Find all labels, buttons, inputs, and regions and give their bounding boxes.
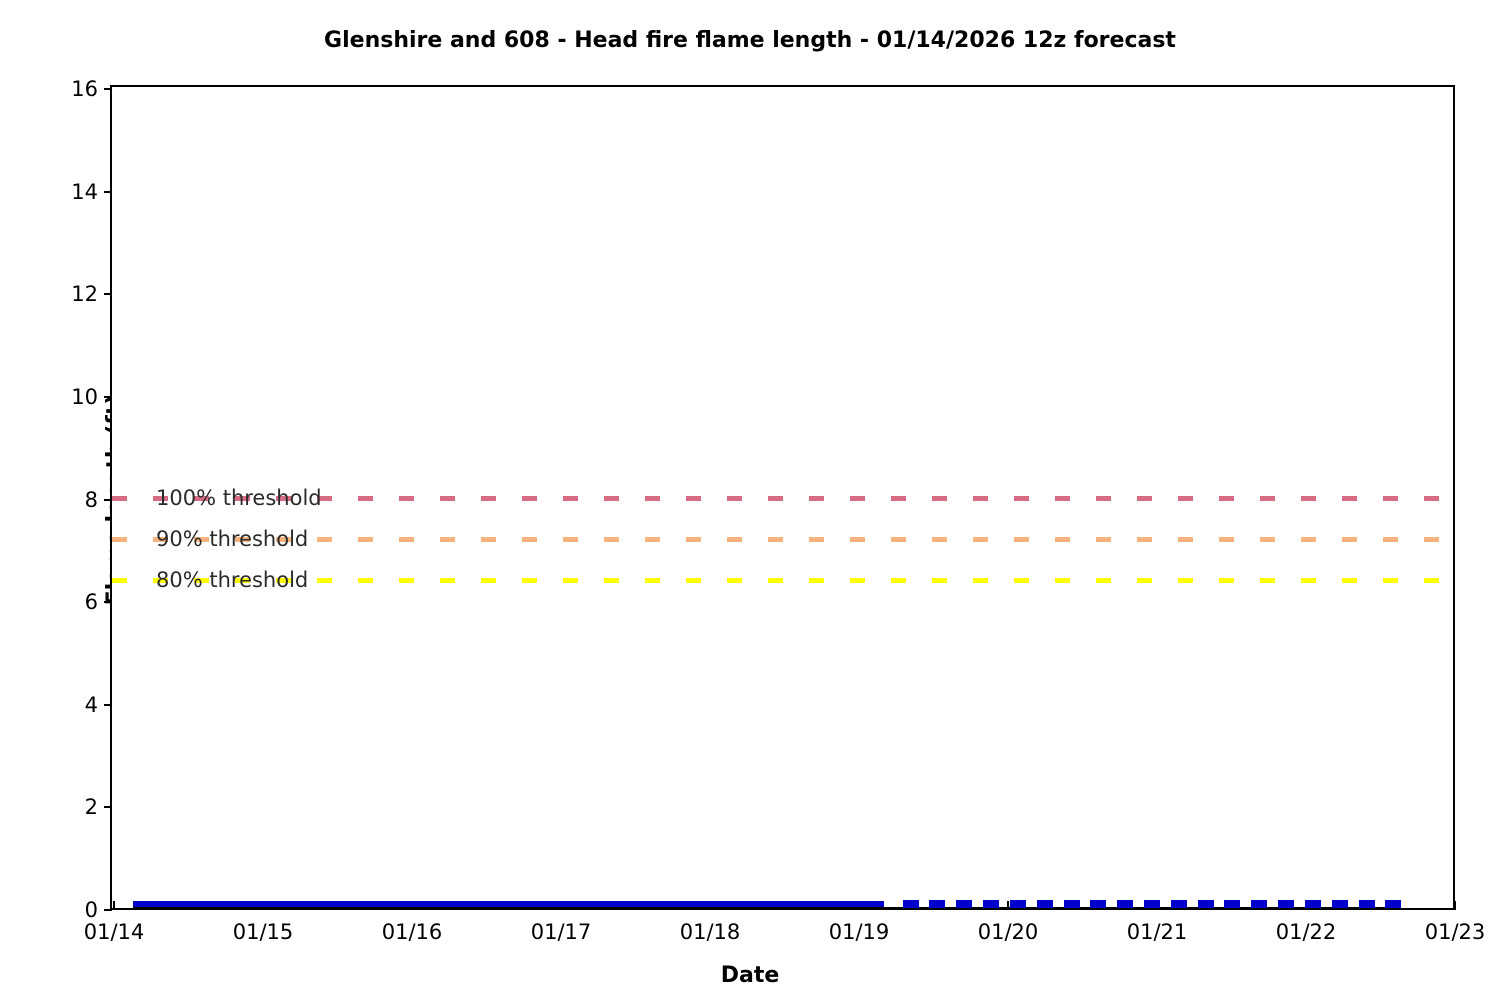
series-forecast-marker [1117,900,1134,908]
plot-area: 0 2 4 6 8 10 12 14 16 01/14 01/15 01/16 01/17 01/18 0… [71,77,1485,944]
x-tick-label: 01/23 [1424,920,1486,944]
threshold-line [112,495,1453,501]
threshold-line [112,577,1453,583]
x-tick-label: 01/15 [232,920,294,944]
x-tick-label: 01/22 [1275,920,1337,944]
x-tick-label: 01/17 [530,920,592,944]
y-tick-mark [104,703,112,706]
series-forecast-marker [1197,900,1214,908]
series-forecast-marker [1358,900,1375,908]
series-forecast-marker [1251,900,1268,908]
y-tick-label: 12 [71,282,98,307]
series-forecast-marker [1278,900,1295,908]
series-forecast-marker [929,900,946,908]
series-forecast-marker [1170,900,1187,908]
y-tick-label: 2 [84,795,98,820]
series-forecast-marker [902,900,919,908]
plot-inner-canvas [112,87,1453,908]
x-tick-label: 01/18 [679,920,741,944]
x-tick-mark [1007,901,1009,910]
y-tick-mark [104,395,112,398]
y-tick-label: 14 [71,179,98,204]
series-forecast-connector [132,907,1397,908]
y-tick-mark [104,88,112,90]
y-tick-mark [104,601,112,604]
x-tick-mark [1454,901,1456,910]
x-tick-label: 01/16 [381,920,443,944]
y-tick-mark [104,806,112,809]
x-tick-label: 01/14 [83,920,145,944]
series-forecast-marker [1009,900,1026,908]
chart-title: Glenshire and 608 - Head fire flame leng… [324,28,1176,53]
series-forecast-marker [983,900,1000,908]
x-tick-label: 01/21 [1126,920,1188,944]
y-tick-label: 16 [71,77,98,101]
series-forecast-marker [956,900,973,908]
y-tick-label: 4 [84,692,98,717]
y-tick-mark [104,190,112,193]
series-forecast-marker [1224,900,1241,908]
y-tick-label: 0 [84,898,98,922]
series-forecast-marker [1090,900,1107,908]
x-tick-label: 01/20 [977,920,1039,944]
series-forecast-marker [1144,900,1161,908]
y-tick-label: 8 [84,487,98,512]
x-axis-label: Date [720,963,780,988]
series-forecast-marker [1385,900,1402,908]
series-forecast-marker [1063,900,1080,908]
y-tick-mark [104,293,112,296]
y-tick-label: 6 [84,590,98,615]
y-tick-mark [104,498,112,501]
threshold-label: 100% threshold [156,485,322,510]
series-forecast-marker [1036,900,1053,908]
y-tick-mark [104,909,112,911]
x-tick-label: 01/19 [828,920,890,944]
series-forecast-marker [1304,900,1321,908]
series-forecast-marker [1331,900,1348,908]
threshold-line [112,536,1453,542]
y-tick-label: 10 [71,384,98,409]
threshold-label: 80% threshold [156,567,309,592]
threshold-label: 90% threshold [156,526,309,551]
x-tick-mark [113,901,115,910]
